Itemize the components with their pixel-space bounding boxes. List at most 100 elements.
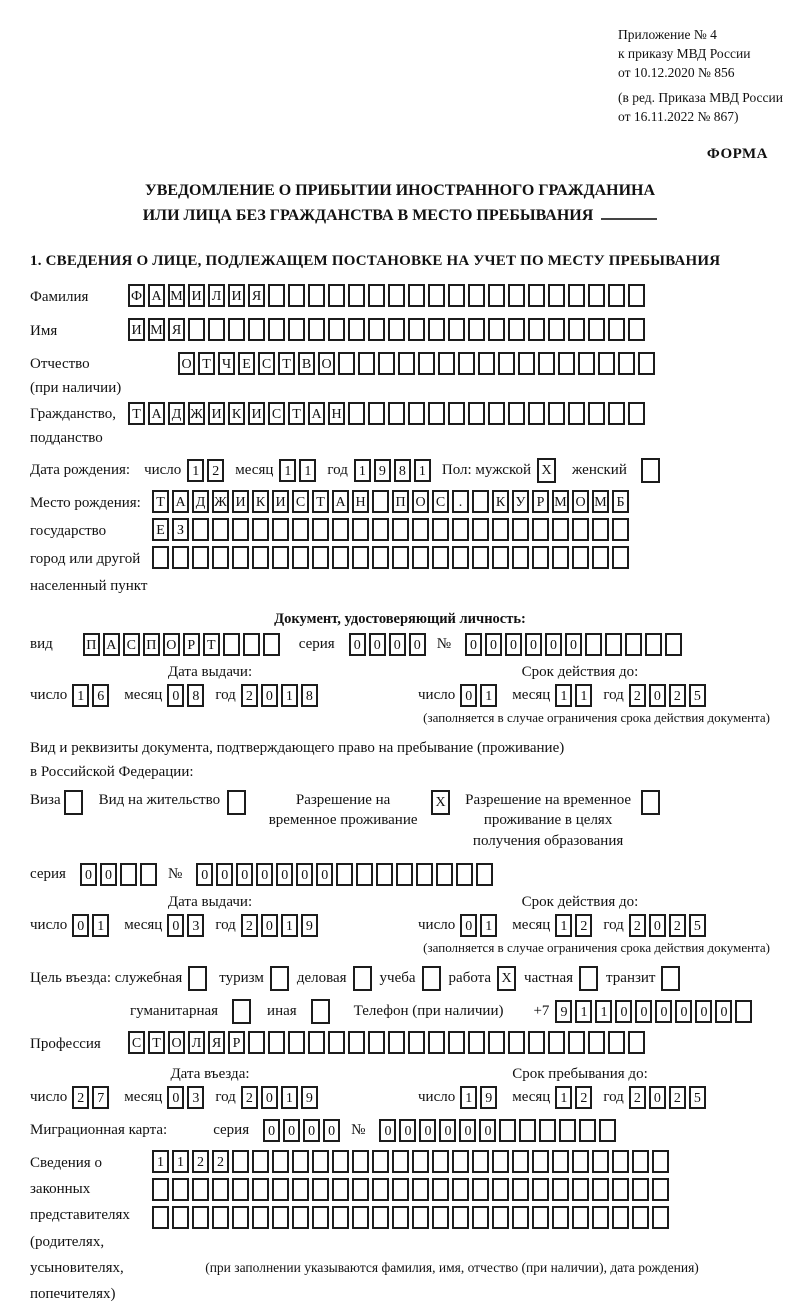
char-cell[interactable] <box>348 1030 365 1054</box>
char-cell[interactable] <box>172 1177 189 1201</box>
char-cell[interactable]: 0 <box>399 1118 417 1142</box>
char-cell[interactable] <box>539 1118 557 1142</box>
char-cell[interactable] <box>559 1118 577 1142</box>
char-cell[interactable]: С <box>258 352 275 376</box>
char-cell[interactable] <box>172 546 189 570</box>
char-cell[interactable]: 1 <box>172 1149 189 1173</box>
char-cell[interactable]: 2 <box>668 913 686 937</box>
legal-reps-input-line3[interactable] <box>152 1205 672 1229</box>
char-cell[interactable] <box>592 1149 609 1173</box>
char-cell[interactable] <box>552 518 569 542</box>
char-cell[interactable]: 1 <box>279 459 297 483</box>
char-cell[interactable]: 0 <box>260 913 278 937</box>
char-cell[interactable] <box>368 1030 385 1054</box>
char-cell[interactable] <box>288 284 305 308</box>
char-cell[interactable] <box>592 518 609 542</box>
char-cell[interactable]: М <box>148 318 165 342</box>
char-cell[interactable] <box>352 518 369 542</box>
purpose-tourism-checkbox[interactable] <box>269 965 289 991</box>
char-cell[interactable] <box>408 284 425 308</box>
purpose-other-checkbox[interactable] <box>310 998 330 1024</box>
char-cell[interactable] <box>436 862 454 886</box>
char-cell[interactable] <box>396 862 414 886</box>
char-cell[interactable] <box>232 1205 249 1229</box>
char-cell[interactable] <box>412 546 429 570</box>
char-cell[interactable]: Б <box>612 490 629 514</box>
char-cell[interactable] <box>252 1205 269 1229</box>
char-cell[interactable]: 0 <box>260 684 278 708</box>
char-cell[interactable]: 1 <box>353 459 371 483</box>
char-cell[interactable] <box>412 1149 429 1173</box>
char-cell[interactable]: 1 <box>460 1085 478 1109</box>
char-cell[interactable]: 1 <box>72 684 90 708</box>
char-cell[interactable] <box>272 1177 289 1201</box>
char-cell[interactable]: 0 <box>465 633 482 657</box>
char-cell[interactable]: 8 <box>300 684 318 708</box>
char-cell[interactable]: 1 <box>480 913 498 937</box>
char-cell[interactable] <box>372 1149 389 1173</box>
char-cell[interactable]: 0 <box>263 1118 281 1142</box>
char-cell[interactable]: А <box>332 490 349 514</box>
char-cell[interactable] <box>328 318 345 342</box>
char-cell[interactable] <box>416 862 434 886</box>
char-cell[interactable] <box>532 518 549 542</box>
char-cell[interactable] <box>512 1177 529 1201</box>
char-cell[interactable]: Л <box>188 1030 205 1054</box>
char-cell[interactable] <box>468 284 485 308</box>
char-cell[interactable] <box>572 546 589 570</box>
char-cell[interactable] <box>652 1149 669 1173</box>
char-cell[interactable]: 2 <box>240 913 258 937</box>
char-cell[interactable]: А <box>308 402 325 426</box>
char-cell[interactable]: 1 <box>575 999 593 1023</box>
char-cell[interactable] <box>508 402 525 426</box>
char-cell[interactable]: А <box>102 633 120 657</box>
char-cell[interactable]: И <box>188 284 205 308</box>
char-cell[interactable]: 0 <box>216 862 234 886</box>
char-cell[interactable] <box>528 402 545 426</box>
char-cell[interactable]: 0 <box>439 1118 457 1142</box>
char-cell[interactable]: К <box>228 402 245 426</box>
char-cell[interactable]: 1 <box>92 913 110 937</box>
char-cell[interactable] <box>532 1149 549 1173</box>
char-cell[interactable] <box>552 1177 569 1201</box>
char-cell[interactable]: С <box>292 490 309 514</box>
char-cell[interactable] <box>508 318 525 342</box>
char-cell[interactable] <box>432 518 449 542</box>
char-cell[interactable] <box>312 1205 329 1229</box>
char-cell[interactable] <box>412 1177 429 1201</box>
char-cell[interactable] <box>332 518 349 542</box>
char-cell[interactable]: Т <box>128 402 145 426</box>
char-cell[interactable] <box>632 1149 649 1173</box>
char-cell[interactable] <box>476 862 494 886</box>
char-cell[interactable] <box>599 1118 617 1142</box>
char-cell[interactable] <box>352 546 369 570</box>
char-cell[interactable]: 0 <box>485 633 502 657</box>
char-cell[interactable] <box>512 1149 529 1173</box>
char-cell[interactable]: З <box>172 518 189 542</box>
char-cell[interactable] <box>308 318 325 342</box>
char-cell[interactable] <box>308 1030 325 1054</box>
char-cell[interactable] <box>572 1205 589 1229</box>
char-cell[interactable] <box>625 633 642 657</box>
char-cell[interactable] <box>328 1030 345 1054</box>
char-cell[interactable] <box>472 1205 489 1229</box>
char-cell[interactable] <box>272 518 289 542</box>
char-cell[interactable] <box>188 318 205 342</box>
char-cell[interactable]: О <box>572 490 589 514</box>
char-cell[interactable] <box>618 352 635 376</box>
char-cell[interactable] <box>448 318 465 342</box>
char-cell[interactable] <box>528 318 545 342</box>
char-cell[interactable]: О <box>168 1030 185 1054</box>
char-cell[interactable]: 0 <box>459 1118 477 1142</box>
char-cell[interactable] <box>368 284 385 308</box>
